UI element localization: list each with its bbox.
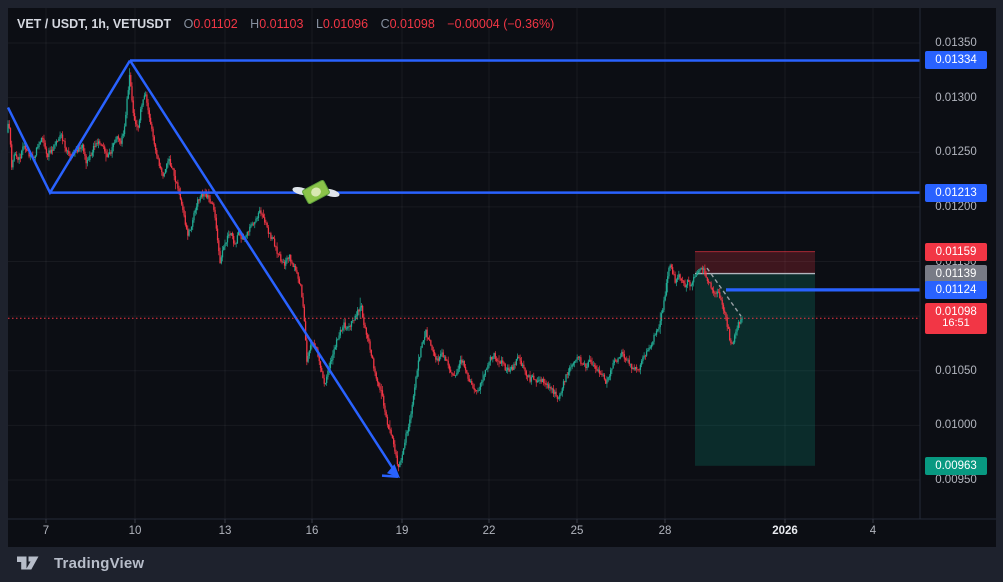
downtrend-arrow-line bbox=[128, 59, 396, 471]
price-tick: 0.01000 bbox=[935, 419, 977, 432]
zigzag-trend-line bbox=[6, 59, 132, 196]
long-position-tool[interactable] bbox=[695, 251, 815, 466]
price-axis[interactable]: 0.01350 0.01300 0.01250 0.01200 0.01150 0.010… bbox=[920, 8, 996, 519]
stop-loss-zone bbox=[695, 251, 815, 274]
emoji-banknote-center bbox=[311, 187, 321, 197]
last-price-label: 0.01098 16:51 bbox=[925, 302, 987, 334]
gridlines bbox=[8, 8, 920, 519]
candlestick-series bbox=[7, 68, 743, 472]
price-tick: 0.01250 bbox=[935, 146, 977, 159]
chart-canvas[interactable] bbox=[0, 0, 996, 547]
symbol-legend: VET / USDT, 1h, VETUSDT O0.01102 H0.0110… bbox=[17, 15, 554, 33]
chart-pane[interactable] bbox=[8, 8, 996, 547]
arrow-head bbox=[387, 464, 400, 479]
low-label: L bbox=[315, 17, 323, 31]
forecast-dashed-line bbox=[706, 267, 742, 317]
time-axis[interactable]: 7 10 13 16 19 22 25 28 2026 4 bbox=[8, 519, 996, 545]
time-tick-16: 16 bbox=[305, 525, 319, 537]
time-tick-2026: 2026 bbox=[772, 525, 798, 537]
symbol-title[interactable]: VET / USDT, 1h, VETUSDT bbox=[17, 17, 172, 31]
close-value: 0.01098 bbox=[389, 17, 435, 31]
price-tick: 0.01350 bbox=[935, 37, 977, 49]
tradingview-icon bbox=[17, 556, 39, 570]
high-value: 0.01103 bbox=[259, 17, 304, 31]
arrow-foot bbox=[381, 474, 399, 478]
axis-borders bbox=[8, 8, 996, 523]
open-value: 0.01102 bbox=[193, 17, 238, 31]
time-tick-22: 22 bbox=[482, 525, 496, 537]
money-with-wings-icon[interactable] bbox=[289, 167, 343, 216]
up-bodies bbox=[7, 75, 743, 468]
time-tick-7: 7 bbox=[42, 525, 50, 537]
price-tick: 0.01200 bbox=[935, 200, 977, 213]
tradingview-brand-text: TradingView bbox=[54, 554, 145, 572]
time-tick-25: 25 bbox=[570, 525, 584, 537]
bottom-bar: TradingView bbox=[0, 547, 1003, 582]
time-tick-13: 13 bbox=[218, 525, 232, 537]
price-tick: 0.01300 bbox=[935, 91, 977, 104]
down-bodies bbox=[8, 75, 741, 468]
entry-price-label: 0.01139 bbox=[925, 264, 987, 283]
trend-line-drawings[interactable] bbox=[6, 59, 920, 479]
price-tick: 0.01050 bbox=[935, 364, 977, 377]
open-label: O bbox=[183, 17, 194, 31]
price-tick: 0.00950 bbox=[935, 474, 977, 486]
take-profit-zone bbox=[695, 273, 815, 466]
tradingview-logo[interactable]: TradingView bbox=[16, 554, 144, 572]
low-value: 0.01096 bbox=[322, 17, 369, 31]
target-line-label: 0.01124 bbox=[925, 280, 987, 299]
time-tick-28: 28 bbox=[658, 525, 672, 537]
time-tick-4: 4 bbox=[869, 525, 877, 537]
close-label: C bbox=[380, 17, 390, 31]
take-profit-label: 0.00963 bbox=[925, 456, 987, 475]
upper-range-label: 0.01334 bbox=[925, 51, 987, 70]
change-value: −0.00004 (−0.36%) bbox=[447, 17, 555, 31]
up-wicks bbox=[7, 68, 743, 468]
money-emoji bbox=[292, 179, 340, 205]
time-tick-19: 19 bbox=[395, 525, 409, 537]
stop-loss-label: 0.01159 bbox=[925, 242, 987, 261]
high-label: H bbox=[250, 17, 260, 31]
down-wicks bbox=[8, 72, 740, 472]
lower-range-label: 0.01213 bbox=[925, 183, 987, 202]
time-tick-10: 10 bbox=[128, 525, 142, 537]
